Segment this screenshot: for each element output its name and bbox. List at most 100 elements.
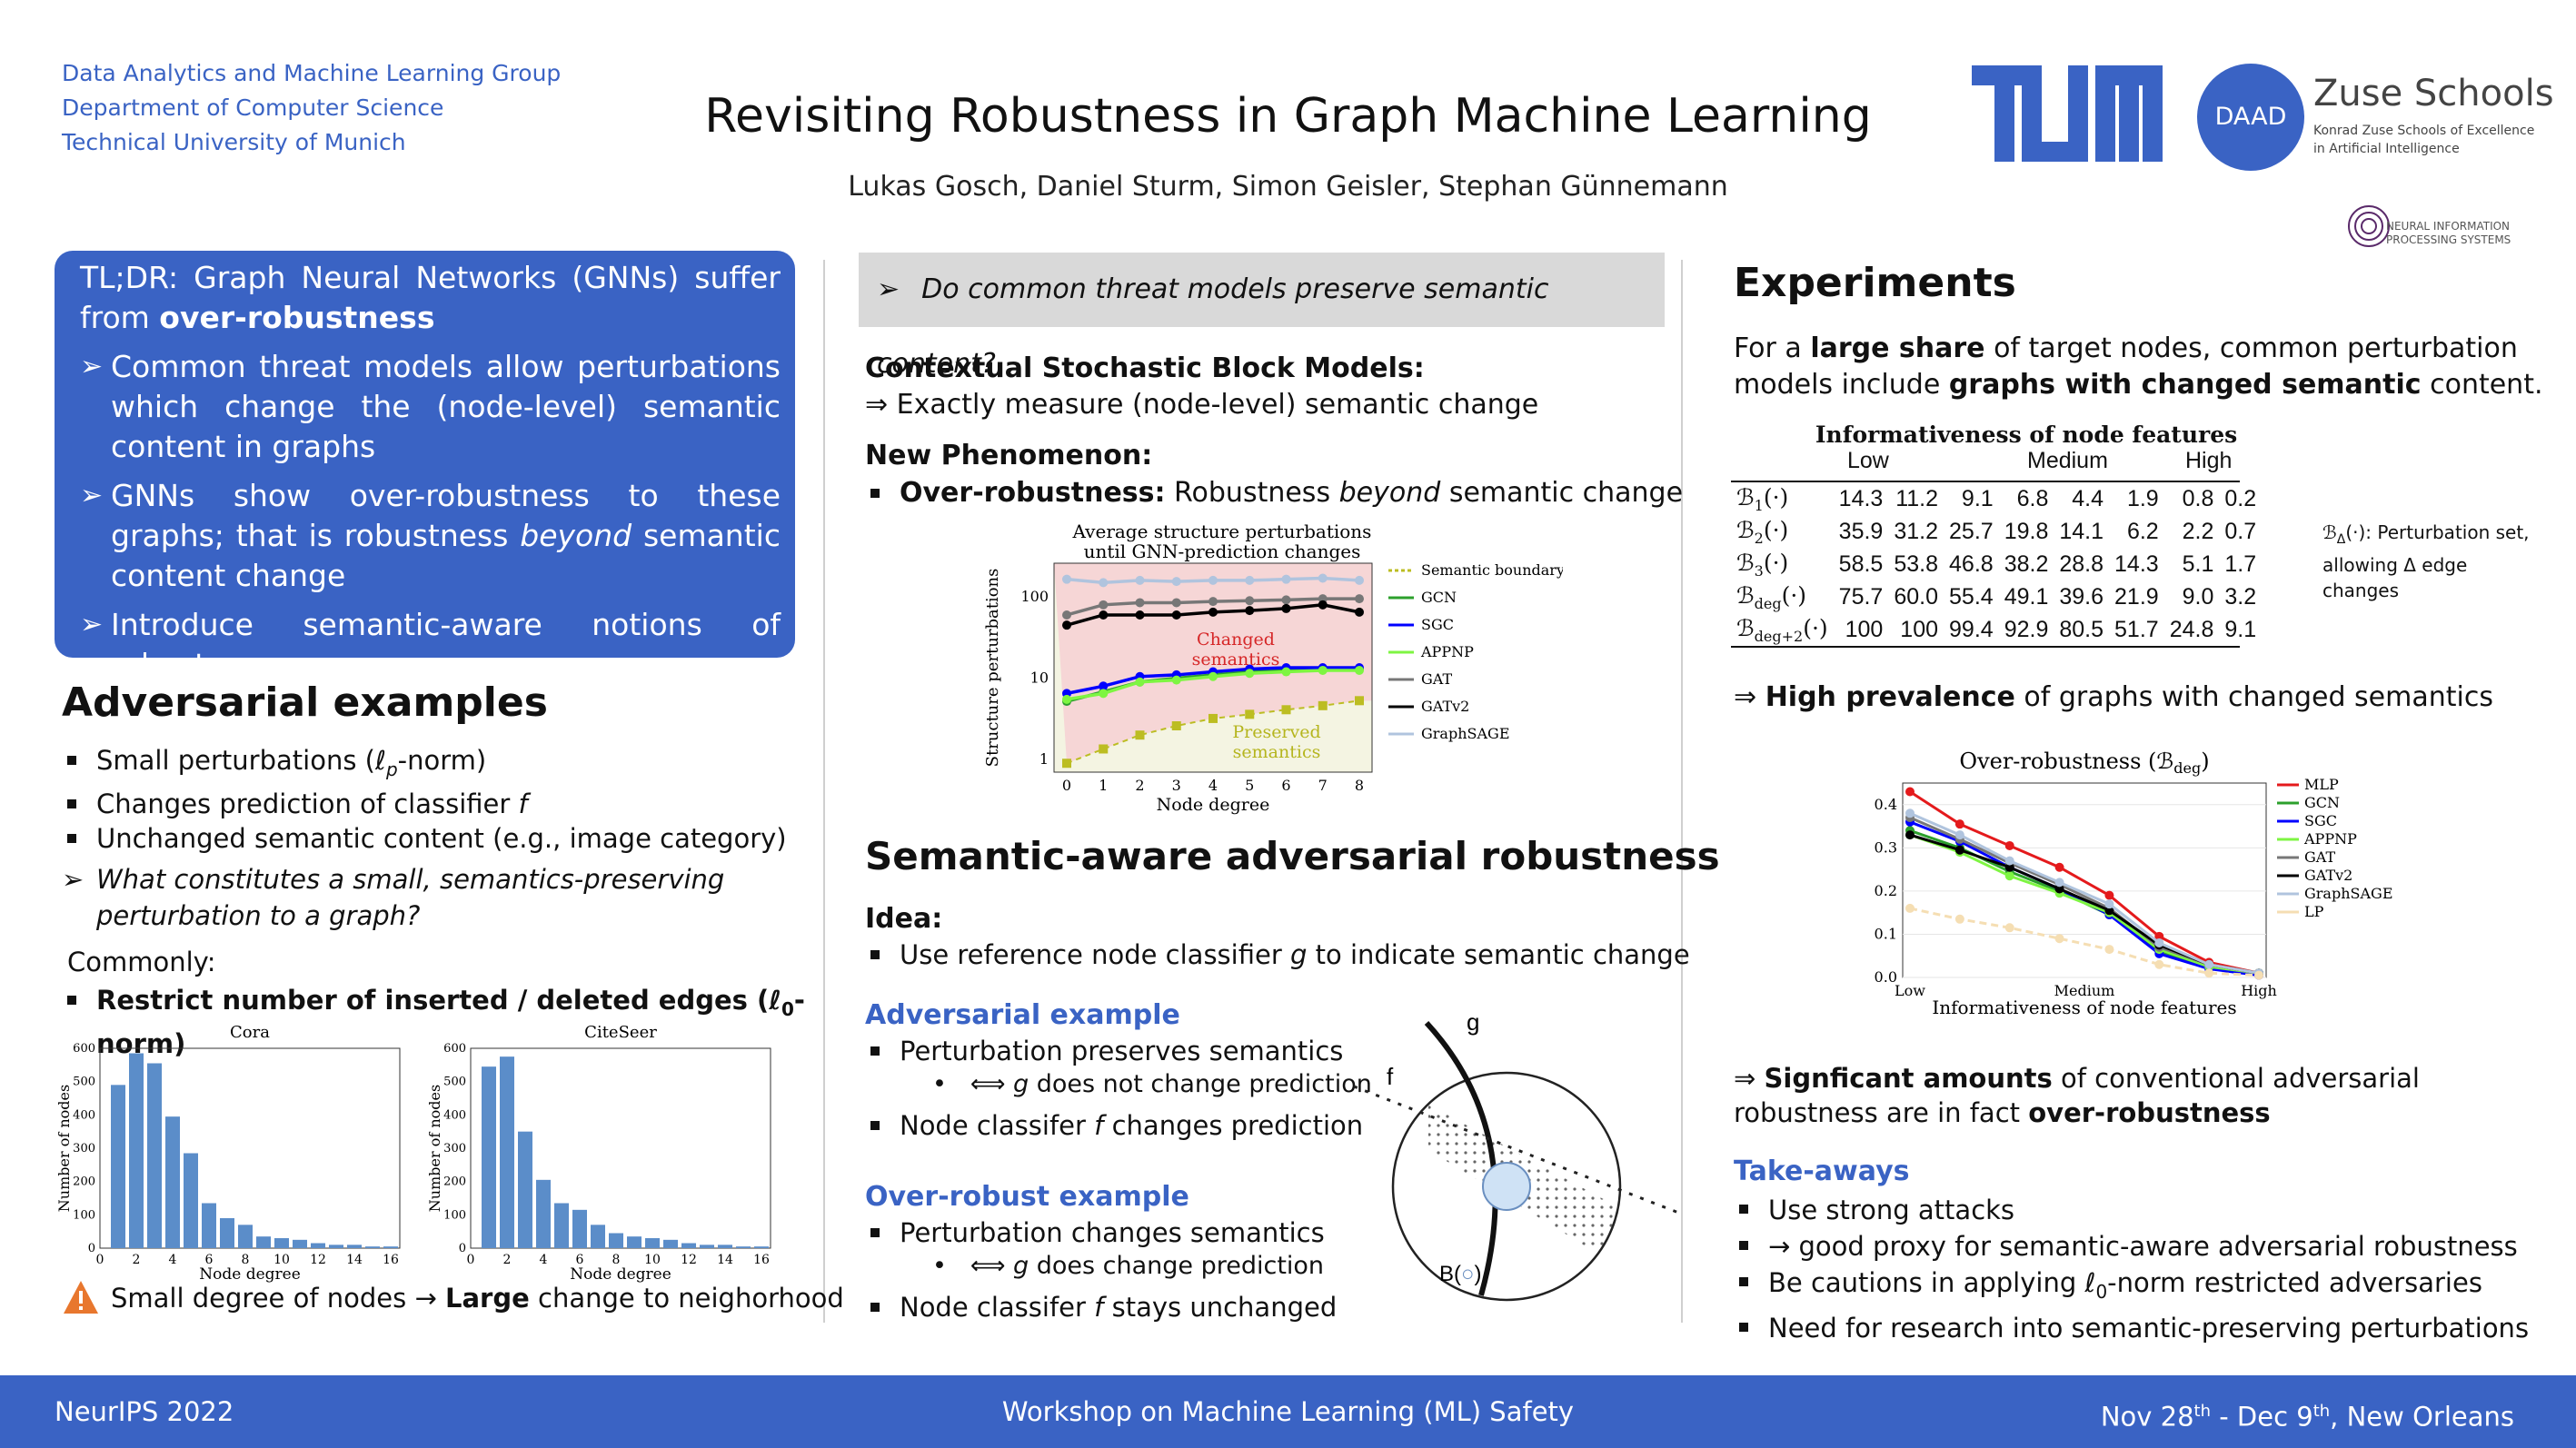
bullet: Changes prediction of classifier f: [62, 787, 807, 821]
data-point: [1318, 573, 1328, 583]
column-divider: [1681, 260, 1683, 1323]
orex-sub: • ⟺ g does change prediction: [932, 1252, 1325, 1280]
text: Node classifer: [900, 1292, 1095, 1323]
data-point: [1208, 713, 1218, 723]
text: 0: [2095, 1280, 2108, 1303]
bar: [572, 1209, 587, 1248]
footer-conference: NeurIPS 2022: [55, 1396, 234, 1427]
data-point: [1099, 744, 1109, 754]
data-point: [2154, 937, 2164, 947]
bullet: Small perturbations (ℓp-norm): [62, 743, 807, 787]
text: Over-robustness:: [900, 477, 1166, 509]
over-robust-list: Over-robustness: Robustness beyond seman…: [865, 476, 1683, 511]
table-scale: Low Medium High: [1731, 448, 2240, 479]
bar: [202, 1203, 216, 1248]
table-cell: 9.0: [2182, 583, 2214, 610]
informativeness-table: Informativeness of node features Low Med…: [1731, 422, 2256, 648]
bar: [518, 1131, 532, 1248]
table-cell: 31.2: [1894, 518, 1939, 544]
series-line: [1909, 907, 2260, 977]
table-row: ℬdeg+2(·) 100 100 99.4 92.9 80.5 51.7 24.8 9.1: [1731, 613, 2262, 646]
text: (·): [1763, 516, 1789, 543]
legend-label: MLP: [2304, 776, 2339, 793]
label-g: g: [1467, 1008, 1479, 1036]
text: g: [1012, 1070, 1029, 1098]
bar: [329, 1245, 343, 1248]
changed-region: [1054, 563, 1372, 764]
bullet: Use strong attacks: [1734, 1192, 2529, 1228]
chart-title: Over-robustness (ℬdeg): [1959, 749, 2209, 777]
x-tick-label: 7: [1318, 777, 1328, 794]
annotation-changed: semantics: [1192, 650, 1280, 669]
data-point: [1245, 606, 1255, 616]
node: [1482, 1162, 1531, 1211]
y-tick-label: 100: [443, 1208, 466, 1222]
bar: [754, 1246, 769, 1248]
table-note: ℬΔ(·): Perturbation set, allowing Δ edge…: [2322, 520, 2541, 603]
commonly-label: Commonly:: [67, 947, 216, 977]
legend-label: Semantic boundary: [1421, 561, 1563, 579]
csbm-heading: Contextual Stochastic Block Models:: [865, 352, 1425, 384]
idea-heading: Idea:: [865, 903, 943, 935]
table-cell: 2.2: [2182, 518, 2214, 544]
text: Node classifer: [900, 1110, 1095, 1141]
table-cell: 6.8: [2016, 485, 2049, 511]
table-cell: 55.4: [1949, 583, 1994, 610]
bar: [663, 1239, 678, 1248]
series-line: [1909, 811, 2260, 975]
x-tick-label: 0: [467, 1253, 475, 1267]
zuse-sub: in Artificial Intelligence: [2313, 142, 2460, 156]
bar: [365, 1246, 380, 1248]
text: graphs with changed semantic: [1948, 369, 2422, 401]
x-tick-label: 10: [274, 1253, 290, 1267]
tldr-list: Common threat models allow perturbations…: [80, 347, 781, 774]
table-cell: 53.8: [1894, 550, 1939, 577]
x-tick-label: 16: [753, 1253, 770, 1267]
x-tick-label: 14: [717, 1253, 733, 1267]
label-f: f: [1387, 1063, 1394, 1090]
data-point: [2154, 959, 2164, 969]
tldr-box: TL;DR: Graph Neural Networks (GNNs) suff…: [55, 251, 795, 771]
text: ℬ: [1736, 614, 1755, 641]
data-point: [2054, 884, 2064, 894]
experiments-intro: For a large share of target nodes, commo…: [1734, 331, 2551, 403]
neurips-line: NEURAL INFORMATION: [2386, 220, 2511, 233]
table-cell: 100: [1900, 616, 1939, 642]
data-point: [1281, 595, 1291, 605]
y-tick-label: 500: [73, 1076, 95, 1089]
footer-date: Nov 28th - Dec 9th, New Orleans: [2101, 1375, 2514, 1448]
data-point: [1135, 610, 1145, 620]
authors: Lukas Gosch, Daniel Sturm, Simon Geisler…: [848, 171, 1728, 203]
plot-frame: [1053, 562, 1373, 773]
text: th: [2193, 1402, 2212, 1421]
bar: [383, 1246, 398, 1248]
tldr-text: Up to 40% of conventional adversarial ro…: [111, 696, 781, 771]
table-cell: 19.8: [2004, 518, 2049, 544]
text: Small degree of nodes →: [111, 1283, 445, 1314]
y-axis-label: Structure perturbations: [983, 569, 1002, 768]
data-point: [2054, 878, 2064, 888]
chart-title: Average structure perturbations: [1072, 521, 1372, 542]
bar: [147, 1063, 162, 1248]
text: Perturbation preserves semantics: [900, 1036, 1344, 1066]
column-divider: [823, 260, 825, 1323]
text: Robustness: [1165, 477, 1339, 509]
y-tick-label: 500: [443, 1076, 466, 1089]
x-tick-label: 8: [612, 1253, 621, 1267]
circle-icon: ○: [1461, 1262, 1475, 1286]
text: Changes prediction of classifier: [96, 788, 519, 819]
data-point: [1905, 830, 1915, 840]
x-axis-label: Node degree: [199, 1265, 301, 1284]
text: semantic change: [1440, 477, 1684, 509]
tum-logo: [1972, 65, 2163, 162]
table-cell: 39.6: [2059, 583, 2104, 610]
data-point: [1208, 575, 1218, 585]
x-tick-label: 14: [346, 1253, 363, 1267]
text: ⟺: [970, 1070, 1013, 1098]
plot-frame: [470, 1047, 771, 1249]
text: ⟺: [970, 1252, 1013, 1280]
text: g: [1012, 1252, 1029, 1280]
data-point: [2004, 871, 2014, 881]
data-point: [2204, 959, 2214, 969]
table-cell: 14.3: [2114, 550, 2159, 577]
